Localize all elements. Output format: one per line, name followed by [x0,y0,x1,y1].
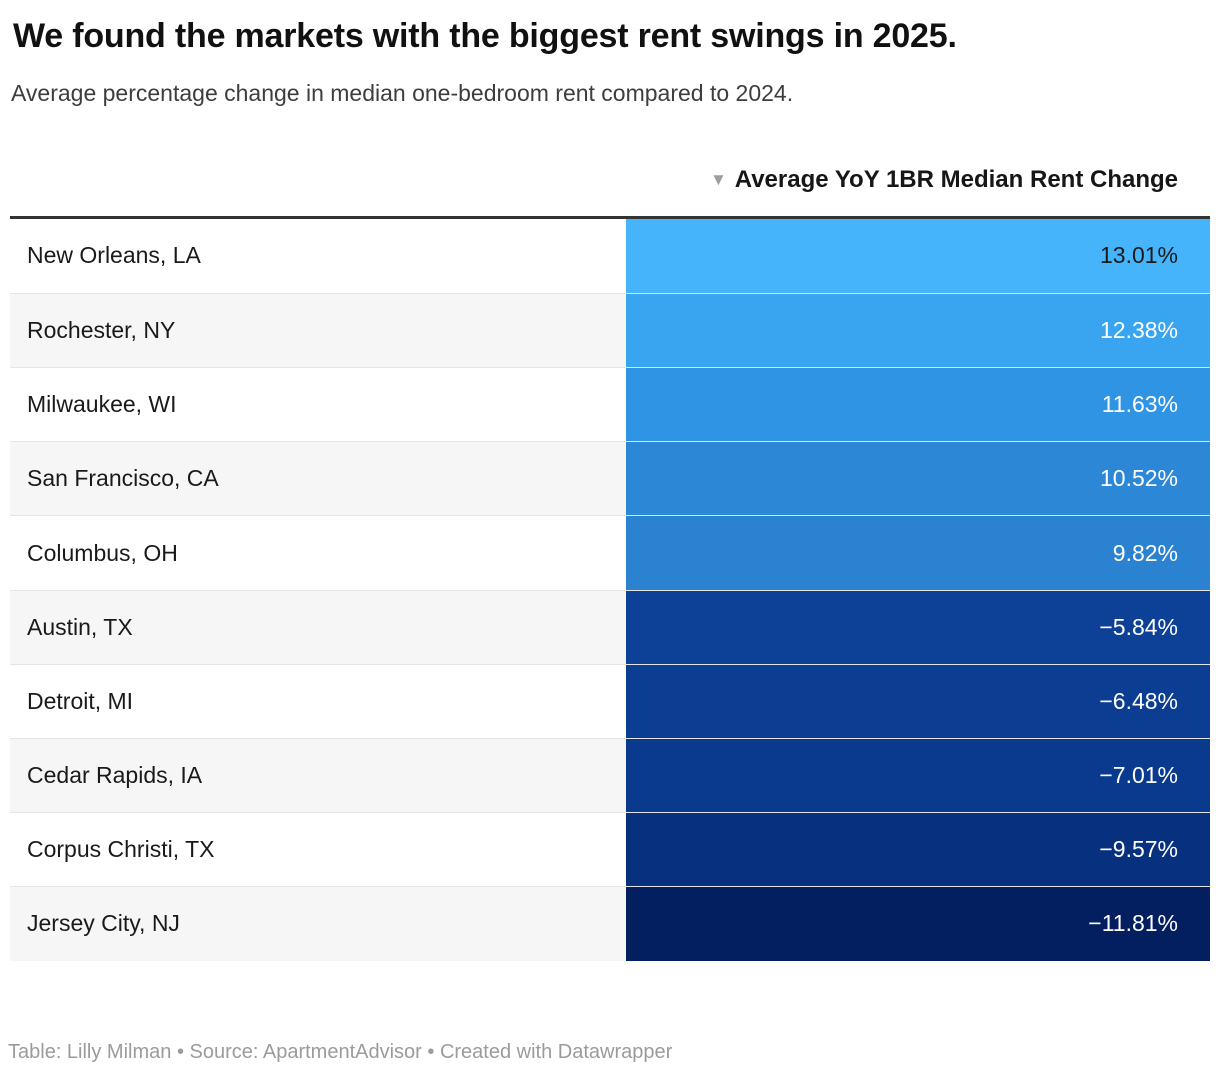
value-cell: 11.63% [626,368,1210,442]
market-label: Austin, TX [10,590,626,664]
table-row: San Francisco, CA 10.52% [10,441,1210,516]
value-label: 12.38% [1099,316,1178,343]
value-label: 10.52% [1099,465,1178,492]
table-body: New Orleans, LA 13.01% Rochester, NY 12.… [10,218,1210,961]
page-subtitle: Average percentage change in median one-… [11,79,794,106]
table-row: Austin, TX −5.84% [10,589,1210,664]
value-label: −5.84% [1099,613,1178,640]
column-header-rent-change[interactable]: ▼ Average YoY 1BR Median Rent Change [10,161,1210,200]
table-row: Cedar Rapids, IA −7.01% [10,738,1210,813]
table-row: New Orleans, LA 13.01% [10,218,1210,293]
sort-descending-icon: ▼ [709,169,727,189]
value-cell: −9.57% [626,813,1210,887]
value-label: 9.82% [1112,539,1178,566]
table-row: Corpus Christi, TX −9.57% [10,812,1210,887]
table-row: Jersey City, NJ −11.81% [10,886,1210,961]
header-divider [10,215,1210,219]
value-cell: 10.52% [626,442,1210,516]
value-label: −7.01% [1099,762,1178,789]
market-label: Rochester, NY [10,293,626,368]
attribution-footer: Table: Lilly Milman • Source: ApartmentA… [8,1041,673,1063]
value-cell: 13.01% [626,218,1210,293]
market-label: Milwaukee, WI [10,368,626,442]
page-title: We found the markets with the biggest re… [13,17,957,55]
value-cell: 9.82% [626,516,1210,590]
column-header-label: Average YoY 1BR Median Rent Change [734,165,1178,193]
table-row: Milwaukee, WI 11.63% [10,367,1210,442]
value-label: 11.63% [1101,391,1178,418]
value-label: −9.57% [1099,836,1178,863]
table-row: Rochester, NY 12.38% [10,292,1210,368]
value-cell: −7.01% [626,739,1210,813]
value-label: −11.81% [1088,910,1178,937]
table-row: Columbus, OH 9.82% [10,515,1210,590]
market-label: New Orleans, LA [10,218,626,293]
market-label: Detroit, MI [10,664,626,738]
market-label: Columbus, OH [10,516,626,590]
market-label: Corpus Christi, TX [10,813,626,887]
value-cell: 12.38% [626,293,1210,368]
value-cell: −6.48% [626,664,1210,738]
market-label: San Francisco, CA [10,442,626,516]
market-label: Jersey City, NJ [10,887,626,961]
value-label: 13.01% [1099,242,1178,269]
table-row: Detroit, MI −6.48% [10,663,1210,738]
market-label: Cedar Rapids, IA [10,739,626,813]
value-label: −6.48% [1099,687,1178,714]
value-cell: −11.81% [626,887,1210,961]
value-cell: −5.84% [626,590,1210,664]
